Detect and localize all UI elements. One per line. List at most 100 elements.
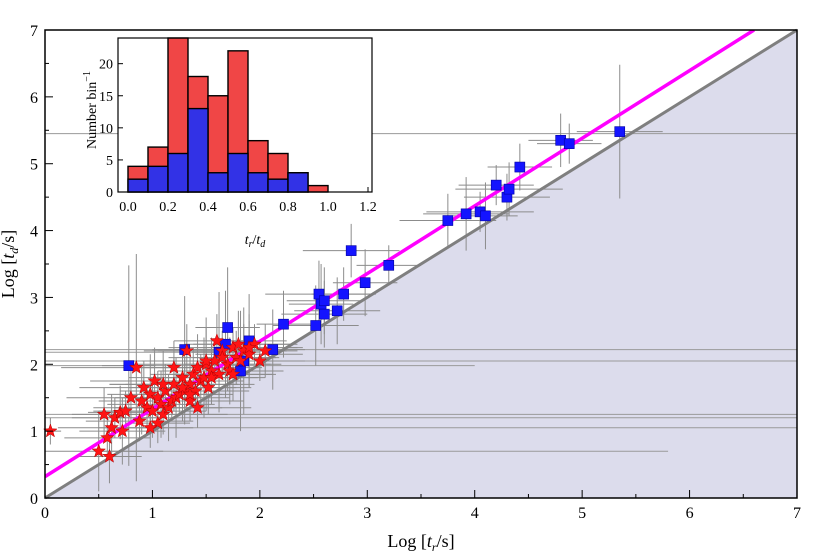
histogram-series-blue [127, 107, 309, 193]
data-point-square [319, 308, 330, 320]
histogram-bar [247, 172, 269, 193]
data-point-star [147, 373, 162, 388]
inset-x-tick-label: 0.0 [119, 200, 137, 215]
y-tick-label: 2 [30, 357, 38, 374]
histogram-bar [127, 178, 149, 193]
data-point-star [142, 420, 158, 435]
data-point-star [190, 399, 205, 415]
data-point-star [123, 389, 139, 405]
data-point-square [319, 295, 330, 307]
x-tick-label: 0 [41, 505, 49, 522]
data-point-star [200, 379, 216, 394]
data-point-square [503, 183, 515, 195]
data-point-star [100, 430, 115, 445]
inset-x-tick-label: 0.2 [159, 200, 177, 215]
histogram-bar [187, 107, 209, 193]
main-plot: 0 1 2 3 4 5 6 7 0 1 2 3 4 5 6 7 Log [tr/s] Log [td/s] [0, 23, 801, 554]
y-tick-label: 4 [30, 224, 38, 241]
data-point-star [198, 353, 214, 368]
data-point-square [359, 277, 371, 289]
data-point-star [166, 359, 182, 374]
data-point-square [338, 288, 349, 300]
data-point-star [225, 366, 241, 381]
data-point-star [161, 399, 176, 415]
x-axis-ticks: 0 1 2 3 4 5 6 7 [41, 490, 801, 522]
data-point-square [514, 161, 526, 173]
data-point-star [129, 359, 144, 374]
data-point-star [241, 346, 257, 361]
data-point-star [182, 386, 198, 401]
data-point-star [132, 413, 147, 428]
y-tick-label: 7 [30, 23, 38, 40]
inset-x-tick-label: 0.6 [239, 200, 257, 215]
data-point-star [155, 406, 171, 421]
data-point-star [241, 339, 257, 354]
data-point-square [331, 305, 343, 317]
data-point-square [222, 322, 233, 333]
histogram-bar [147, 165, 169, 193]
inset-y-tick-label: 15 [99, 90, 113, 105]
data-point-star [136, 379, 152, 394]
data-point-square [490, 179, 502, 191]
data-point-star [182, 393, 198, 408]
data-point-star [211, 366, 227, 381]
y-tick-label: 1 [30, 424, 38, 441]
data-point-star [115, 423, 130, 438]
data-point-square [460, 208, 472, 220]
data-point-star [142, 386, 158, 401]
data-point-star [252, 353, 268, 368]
y-tick-label: 0 [30, 491, 38, 508]
histogram-bar [207, 172, 229, 193]
data-markers [43, 126, 626, 463]
histogram-bar [267, 178, 289, 193]
histogram-bar [227, 152, 249, 193]
x-tick-label: 1 [148, 505, 156, 522]
data-point-star [175, 379, 190, 394]
data-point-square [383, 260, 395, 271]
inset-x-tick-label: 0.4 [199, 200, 217, 215]
inset-y-tick-label: 10 [99, 122, 113, 137]
data-point-square [614, 126, 626, 137]
data-point-star [102, 448, 117, 463]
histogram-bar [287, 172, 309, 193]
x-tick-label: 5 [578, 505, 586, 522]
x-tick-label: 4 [471, 505, 479, 522]
inset-y-tick-label: 0 [106, 186, 113, 201]
data-point-star [91, 443, 107, 458]
inset-x-tick-label: 0.8 [279, 200, 297, 215]
inset-x-ticks: 0.0 0.2 0.4 0.6 0.8 1.0 1.2 [119, 187, 377, 215]
data-point-star [209, 333, 225, 348]
y-axis-label: Log [td/s] [0, 230, 21, 299]
inset-x-tick-label: 1.2 [359, 200, 377, 215]
y-tick-label: 6 [30, 90, 38, 107]
y-axis-ticks: 0 1 2 3 4 5 6 7 [30, 23, 53, 508]
data-point-square [442, 215, 454, 226]
x-tick-label: 2 [256, 505, 264, 522]
histogram-bar [307, 184, 329, 193]
x-tick-label: 7 [793, 505, 801, 522]
data-point-star [179, 343, 195, 358]
data-point-square [563, 138, 575, 149]
x-tick-label: 3 [363, 505, 371, 522]
data-point-star [96, 406, 112, 421]
inset-y-tick-label: 5 [106, 154, 113, 169]
data-point-star [150, 415, 166, 430]
data-point-square [345, 245, 357, 256]
inset-histogram: 0.0 0.2 0.4 0.6 0.8 1.0 1.2 0 5 10 15 20 tr/td Num… [82, 37, 377, 250]
data-point-star [104, 420, 119, 435]
inset-y-label: Number bin−1 [82, 71, 100, 149]
data-point-star [214, 349, 230, 364]
inset-frame [117, 37, 373, 193]
y-tick-label: 3 [30, 290, 38, 307]
inset-x-tick-label: 1.0 [319, 200, 337, 215]
inset-y-ticks: 0 5 10 15 20 [99, 58, 123, 201]
equality-line [44, 28, 798, 500]
data-point-square [480, 210, 491, 222]
histogram-bar [167, 152, 189, 193]
data-point-star [118, 403, 133, 418]
inset-y-tick-label: 20 [99, 58, 113, 73]
data-point-square [310, 320, 322, 331]
x-axis-label: Log [tr/s] [387, 531, 454, 554]
data-point-star [155, 376, 171, 391]
